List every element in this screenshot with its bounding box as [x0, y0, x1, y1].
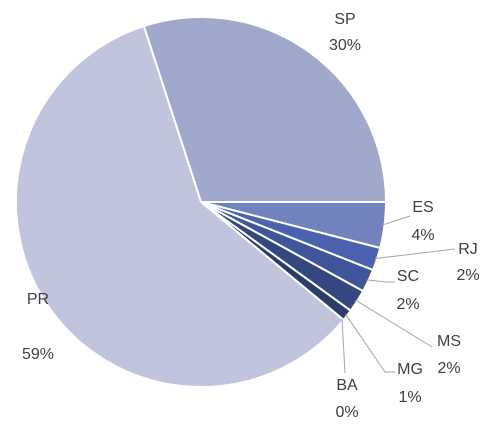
pie-slice	[142, 16, 388, 203]
leader-line	[341, 318, 346, 374]
slice-value-label: 2%	[396, 296, 419, 313]
leader-line	[355, 299, 433, 348]
slice-value-label: 30%	[329, 37, 361, 54]
slice-label: MG	[397, 361, 423, 378]
slice-label: MS	[437, 333, 461, 350]
slice-label: SC	[397, 268, 419, 285]
slice-value-label: 4%	[411, 227, 434, 244]
slice-label: ES	[412, 199, 433, 216]
slice-label: SP	[334, 11, 355, 28]
slice-value-label: 2%	[456, 267, 479, 284]
slice-value-label: 2%	[437, 360, 460, 377]
slice-value-label: 59%	[22, 346, 54, 363]
pie-slice	[15, 24, 345, 388]
slice-label: RJ	[458, 241, 478, 258]
slice-value-label: 1%	[398, 389, 421, 406]
leader-line	[382, 215, 411, 226]
slice-label: PR	[27, 291, 49, 308]
leader-line	[366, 279, 395, 283]
leader-line	[345, 313, 395, 373]
slice-value-label: 0%	[335, 404, 358, 421]
slice-label: BA	[336, 377, 358, 394]
leader-line	[374, 248, 456, 260]
